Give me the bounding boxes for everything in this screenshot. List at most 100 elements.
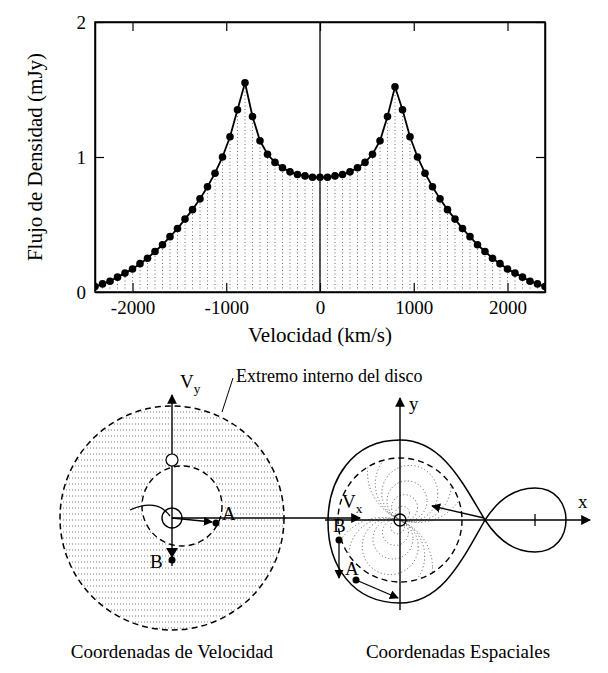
data-point [466,233,474,241]
vy-axis [171,395,172,566]
vy-label: Vy [180,371,201,396]
tick [414,22,415,31]
tick-label: 2000 [489,297,527,318]
hatch-line [60,622,284,623]
data-point [339,171,347,179]
contour [382,465,438,521]
data-point [451,215,459,223]
point-b [169,557,176,564]
drop-line [267,154,268,292]
drop-line [372,154,373,292]
drop-line [500,264,501,292]
drop-line [335,176,336,292]
data-point [159,241,167,249]
data-point [114,273,122,281]
drop-line [440,199,441,292]
drop-line [192,210,193,292]
data-point [444,206,452,214]
data-point [211,169,219,177]
tick-mark [536,292,545,293]
white-dwarf [394,514,406,526]
data-point [324,173,332,181]
drop-line [455,219,456,292]
drop-line [462,229,463,292]
drop-line [215,173,216,292]
label-subscript: x [356,501,363,516]
spatial-diagram: AByxCoordenadas Espaciales [325,393,590,662]
tick: 1 [77,147,105,168]
data-point [399,106,407,114]
contour [368,423,468,523]
drop-line [365,162,366,292]
tick-label: 2 [77,12,87,33]
drop-line [222,157,223,292]
tick-mark [226,22,227,31]
profile-line [95,83,545,287]
y-axis-diagram [399,398,400,610]
drop-line [155,252,156,293]
data-point [526,277,534,285]
drop-line [492,258,493,292]
hatch-line [60,616,284,617]
data-point [346,168,354,176]
data-point [316,173,324,181]
drop-line [245,83,246,292]
center-line [319,22,320,292]
y-axis-right [536,23,546,293]
drop-line [402,110,403,292]
data-point [271,159,279,167]
data-point [369,151,377,159]
annotation: Extremo interno del disco [236,366,422,386]
x-label: x [578,491,588,512]
vx-axis [172,517,360,518]
chart: -2000-1000010002000012Velocidad (km/s)Fl… [23,12,549,347]
secondary-center [534,514,535,526]
drop-line [282,168,283,292]
drop-line [305,176,306,292]
drop-line [470,237,471,292]
data-point [264,151,272,159]
data-point [234,106,242,114]
label-a: A [222,503,236,524]
drop-line [425,173,426,292]
data-point [406,133,414,141]
caption: Coordenadas de Velocidad [71,641,274,662]
tick-label: 1000 [395,297,433,318]
data-point [181,215,189,223]
drop-line [357,168,358,292]
data-point [474,241,482,249]
contour [333,518,433,618]
secondary-velocity [166,454,178,466]
x-axis-title: Velocidad (km/s) [248,323,392,347]
data-point [204,183,212,191]
tick-label: -1000 [205,297,249,318]
hatch-line [60,592,284,593]
data-point [391,83,399,91]
tick-mark [414,283,415,292]
data-point [279,164,287,172]
data-point [151,248,159,256]
hatch-line [60,574,284,575]
y-axis-title: Flujo de Densidad (mJy) [23,53,47,261]
tick-mark [95,157,104,158]
drop-line [260,141,261,292]
data-point [301,172,309,180]
drop-line [380,141,381,292]
data-point [361,159,369,167]
tick-mark [226,283,227,292]
point-a [213,520,220,527]
drop-line [395,87,396,292]
data-point [436,195,444,203]
tick [508,22,509,31]
vx-label: Vx [342,491,363,516]
data-point [294,171,302,179]
drop-line [342,175,343,292]
tick [536,157,545,158]
data-point [121,269,129,277]
figure: -2000-1000010002000012Velocidad (km/s)Fl… [0,0,608,673]
tick: -1000 [205,283,249,318]
data-point [219,153,227,161]
vector-a [172,518,212,522]
data-point [519,273,527,281]
y-axis: 012 [77,12,105,303]
